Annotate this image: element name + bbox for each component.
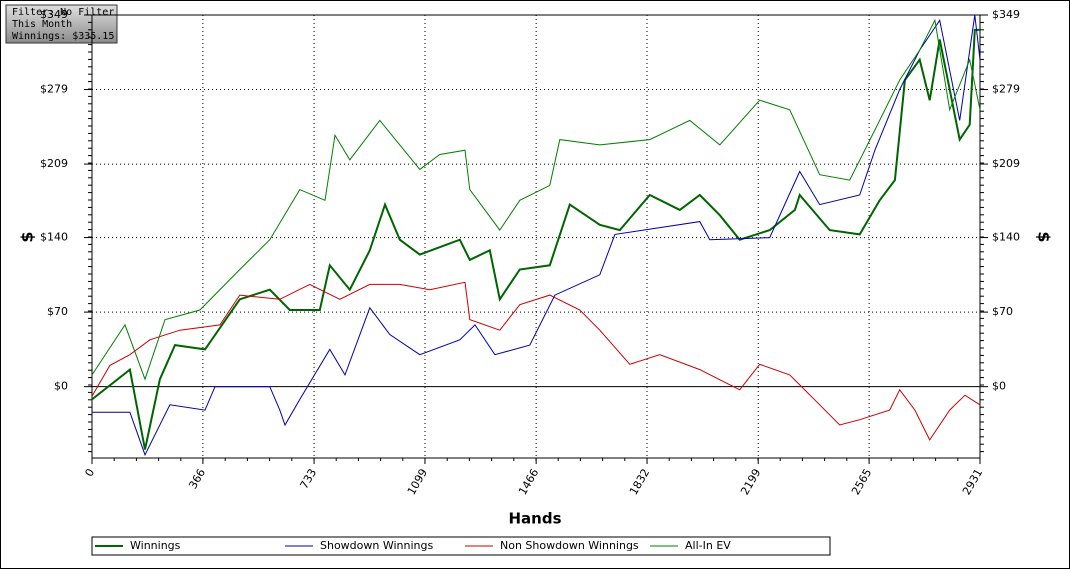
series-line [91, 281, 981, 441]
y-tick-label: $0 [54, 380, 68, 393]
legend-label: Winnings [130, 539, 181, 552]
y2-tick-label: $349 [992, 8, 1020, 21]
series-line [91, 18, 981, 381]
y-tick-label: $70 [47, 305, 68, 318]
y2-axis-label: $ [1035, 231, 1054, 242]
info-text: Filter: No Filter [12, 7, 114, 18]
series-line [92, 14, 981, 457]
info-text: This Month [12, 19, 72, 30]
legend-label: Showdown Winnings [320, 539, 434, 552]
legend-label: All-In EV [685, 539, 731, 552]
series-line [91, 28, 980, 450]
y2-tick-label: $209 [992, 157, 1020, 170]
y-tick-label: $349 [40, 8, 68, 21]
info-text: Winnings: $335.15 [12, 31, 114, 42]
y2-tick-label: $0 [992, 380, 1006, 393]
y2-tick-label: $279 [992, 83, 1020, 96]
legend [91, 536, 831, 556]
y2-tick-label: $70 [992, 305, 1013, 318]
info-box [5, 4, 118, 44]
y2-tick-label: $140 [992, 231, 1020, 244]
y-axis-label: $ [18, 231, 37, 242]
y-tick-label: $279 [40, 83, 68, 96]
legend-label: Non Showdown Winnings [500, 539, 639, 552]
x-axis-label: Hands [508, 510, 561, 528]
y-tick-label: $140 [40, 231, 68, 244]
y-tick-label: $209 [40, 157, 68, 170]
